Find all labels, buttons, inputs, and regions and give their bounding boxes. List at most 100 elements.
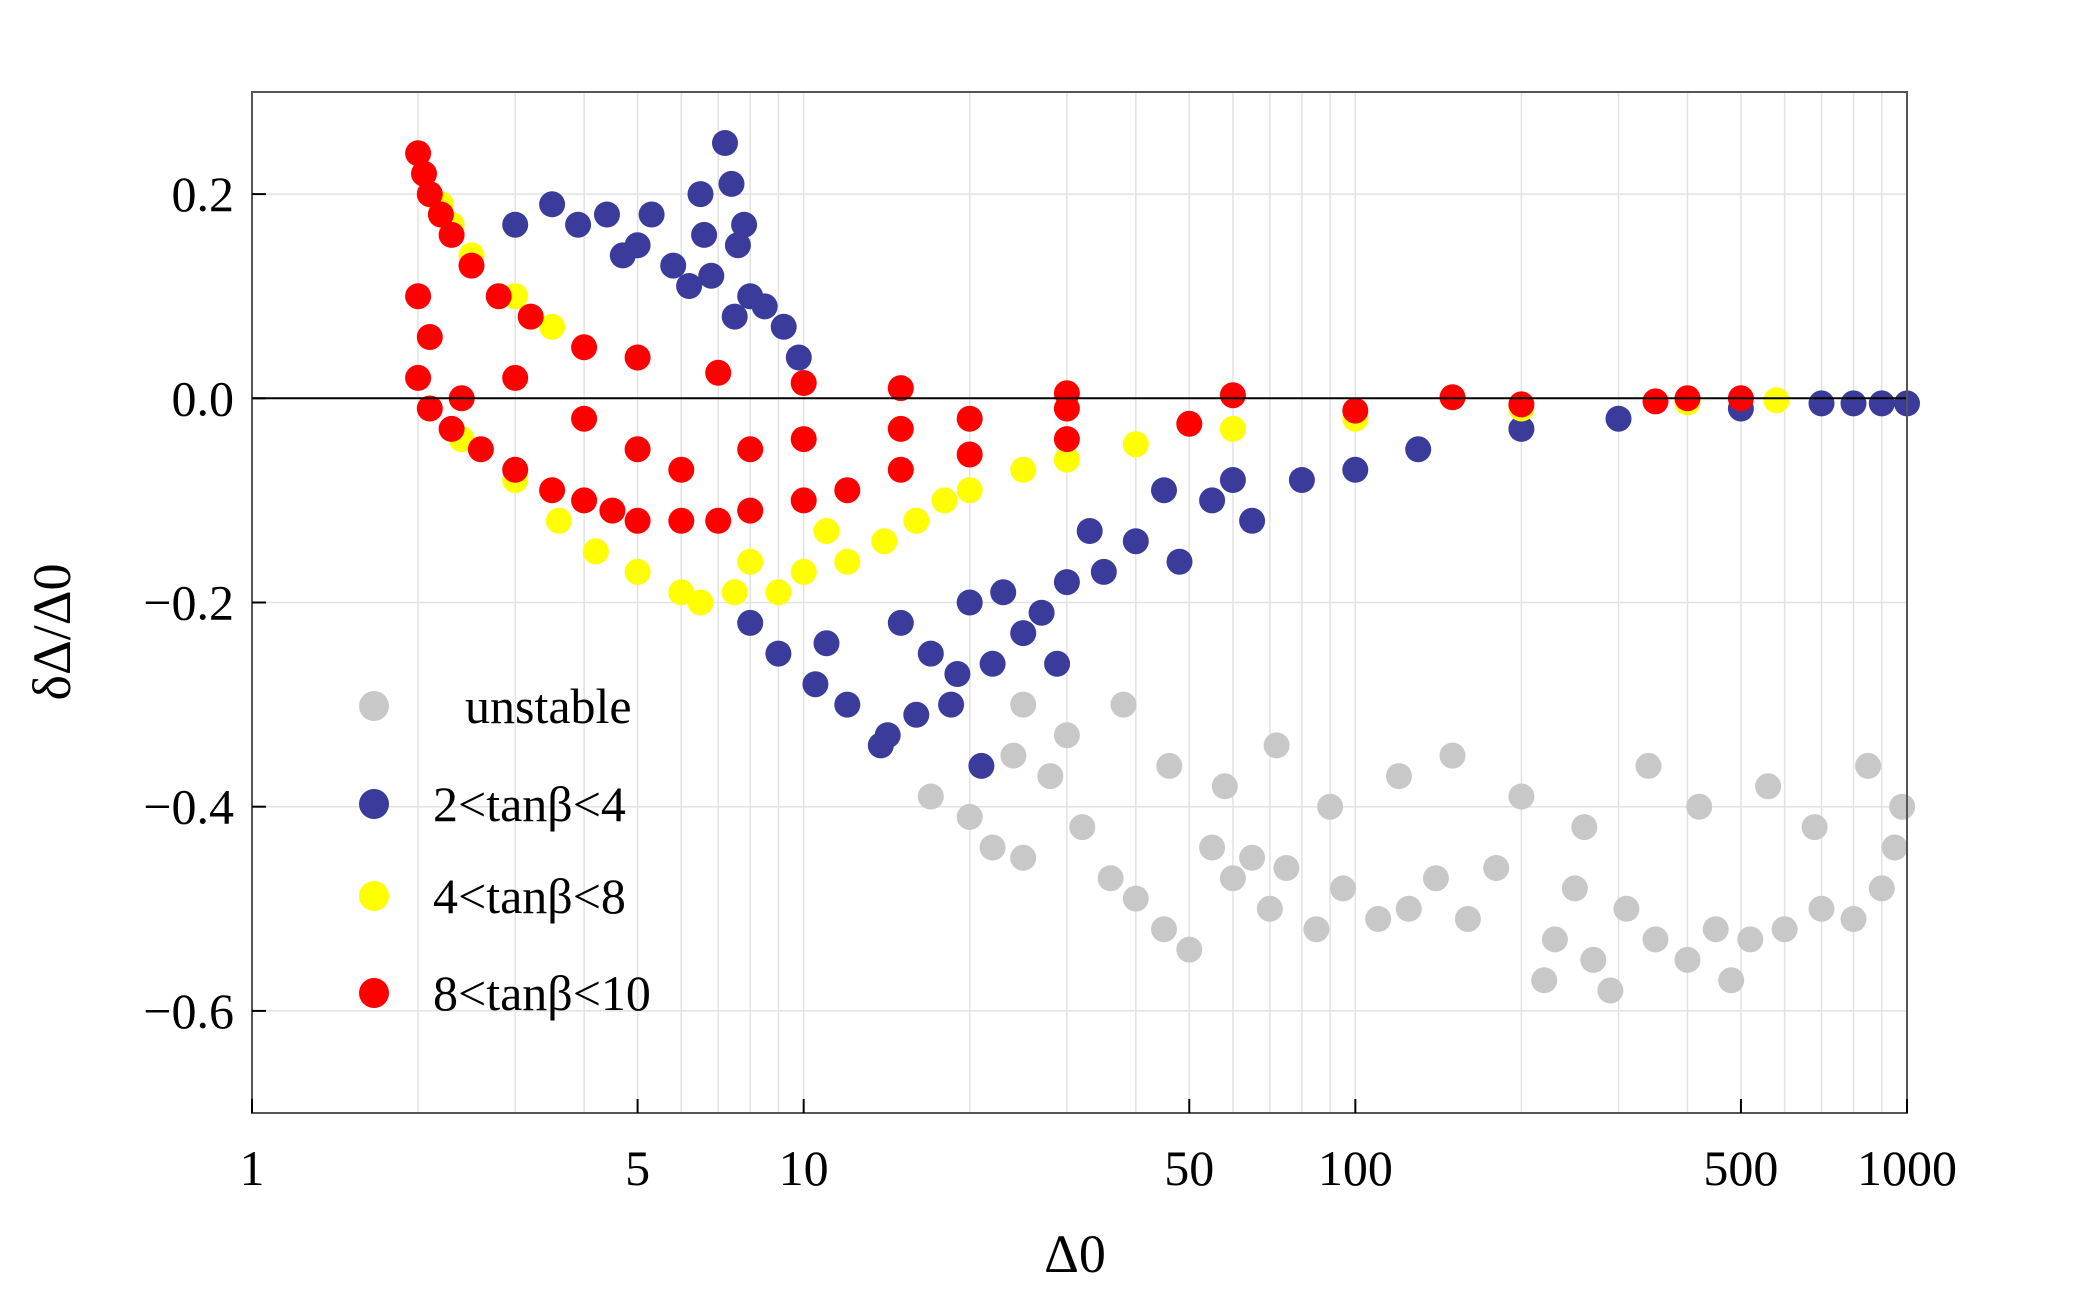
data-point: [721, 303, 748, 330]
legend-label: unstable: [465, 678, 632, 734]
y-axis-title: δΔ/Δ0: [22, 564, 82, 701]
data-point: [1508, 783, 1535, 810]
data-point: [1561, 875, 1588, 902]
data-points: [405, 130, 1920, 1004]
data-point: [502, 364, 529, 391]
data-point: [668, 456, 695, 483]
data-point: [1508, 415, 1535, 442]
data-point: [624, 232, 651, 259]
data-point: [917, 640, 944, 667]
data-point: [565, 211, 592, 238]
data-point: [770, 313, 797, 340]
y-tick-label: −0.6: [143, 983, 234, 1039]
data-point: [931, 487, 958, 514]
data-point: [1053, 446, 1080, 473]
data-point: [1122, 528, 1149, 555]
axis-ticks: 1 5 10 50 100 500 1000 0.2 0.0 −0.2 −0.4 −0.6: [143, 166, 1957, 1196]
data-point: [765, 579, 792, 606]
data-point: [1090, 558, 1117, 585]
data-point: [582, 538, 609, 565]
data-point: [1097, 865, 1124, 892]
data-point: [1508, 391, 1535, 418]
data-point: [1211, 773, 1238, 800]
data-point: [416, 324, 443, 350]
data-point: [1000, 742, 1027, 769]
x-tick-label: 50: [1164, 1140, 1214, 1196]
data-point: [1028, 599, 1055, 626]
data-point: [1365, 906, 1392, 932]
data-point: [737, 497, 764, 524]
data-point: [1044, 650, 1071, 677]
data-point: [539, 313, 566, 340]
data-point: [416, 395, 443, 422]
data-point: [1263, 732, 1290, 759]
data-point: [411, 160, 437, 187]
grid: [251, 92, 1908, 1113]
data-point: [1053, 569, 1080, 596]
data-point: [724, 232, 751, 259]
data-point: [903, 507, 930, 534]
data-point: [1010, 456, 1037, 483]
data-point: [1219, 382, 1246, 409]
x-axis-title: Δ0: [1044, 1224, 1106, 1284]
y-tick-label: 0.2: [172, 166, 235, 222]
legend-marker: [359, 881, 389, 911]
data-point: [790, 426, 817, 453]
legend-marker: [359, 978, 389, 1008]
data-point: [1053, 395, 1080, 422]
data-point: [660, 252, 687, 279]
data-point: [405, 140, 432, 167]
data-point: [545, 507, 572, 534]
data-point: [1868, 390, 1895, 417]
data-point: [438, 221, 465, 248]
data-point: [731, 211, 758, 238]
data-point: [834, 548, 861, 575]
data-point: [1763, 387, 1790, 414]
data-point: [1256, 895, 1283, 922]
y-tick-label: 0.0: [172, 370, 235, 426]
data-point: [956, 441, 983, 468]
data-point: [1076, 518, 1103, 544]
data-point: [571, 487, 598, 514]
data-point: [676, 273, 703, 299]
data-point: [1273, 855, 1300, 881]
data-point: [1718, 967, 1745, 994]
data-point: [1808, 390, 1835, 417]
data-point: [1037, 763, 1064, 790]
data-point: [1840, 390, 1867, 417]
x-tick-label: 1: [240, 1140, 265, 1196]
data-point: [1889, 793, 1916, 820]
data-point: [405, 283, 432, 310]
data-point: [1395, 895, 1422, 922]
data-point: [687, 589, 714, 616]
data-point: [903, 701, 930, 728]
data-point: [1483, 855, 1510, 881]
data-point: [979, 650, 1006, 677]
data-point: [737, 436, 764, 463]
x-tick-label: 100: [1318, 1140, 1393, 1196]
data-point: [765, 640, 792, 667]
x-tick-label: 5: [625, 1140, 650, 1196]
data-point: [1771, 916, 1798, 943]
data-point: [1053, 426, 1080, 453]
data-point: [1239, 844, 1266, 871]
data-point: [712, 130, 738, 156]
data-point: [1755, 773, 1782, 800]
data-point: [438, 415, 465, 442]
legend-label: 2<tanβ<4: [433, 776, 626, 832]
data-point: [867, 732, 894, 759]
data-point: [539, 191, 566, 218]
data-point: [1808, 895, 1835, 922]
data-point: [571, 334, 598, 361]
data-point: [956, 477, 983, 504]
data-point: [1151, 477, 1177, 504]
data-point: [1156, 752, 1183, 779]
data-point: [790, 370, 817, 396]
data-point: [917, 783, 944, 810]
data-point: [427, 201, 454, 228]
data-point: [1422, 865, 1449, 892]
data-point: [405, 364, 432, 391]
data-point: [1439, 742, 1466, 769]
data-point: [1010, 691, 1037, 718]
legend-marker: [359, 789, 389, 819]
